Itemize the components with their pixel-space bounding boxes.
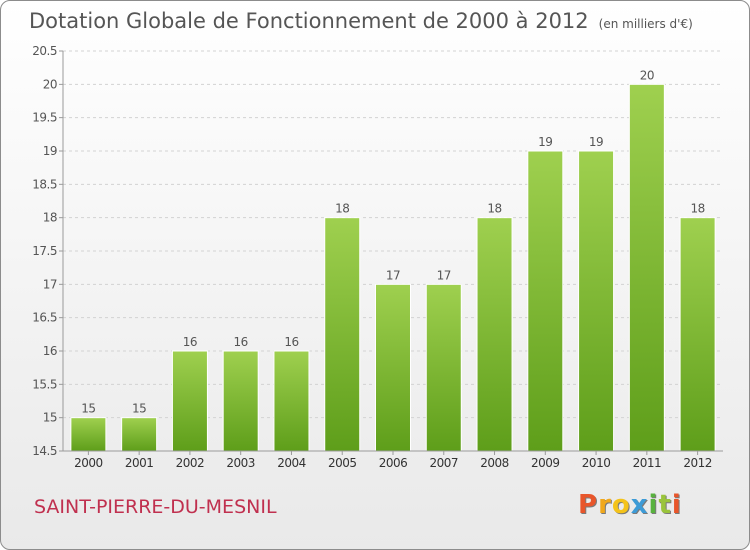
x-tick-label: 2011 xyxy=(633,456,662,470)
bar xyxy=(171,350,208,452)
x-tick-label: 2010 xyxy=(582,456,611,470)
data-label: 18 xyxy=(690,202,704,216)
axes: 14.5 15 15.5 16 16.5 17 17.5 18 18.5 19 19.5 20 20.5… xyxy=(32,44,723,470)
x-tick-label: 2008 xyxy=(480,456,509,470)
commune-name: SAINT-PIERRE-DU-MESNIL xyxy=(34,496,277,518)
title-text: Dotation Globale de Fonctionnement de 20… xyxy=(29,9,589,33)
y-tick-label: 19.5 xyxy=(32,111,57,125)
data-label: 20 xyxy=(640,68,654,82)
data-label: 19 xyxy=(589,135,603,149)
y-tick-label: 17 xyxy=(43,277,57,291)
bar xyxy=(425,283,462,452)
data-label: 18 xyxy=(487,202,501,216)
data-label: 16 xyxy=(183,335,197,349)
logo-letter: i xyxy=(671,490,682,520)
bar xyxy=(324,217,361,452)
y-tick-label: 20.5 xyxy=(32,44,57,58)
logo-letter: i xyxy=(648,490,659,520)
logo-letter: o xyxy=(611,490,631,520)
bar xyxy=(476,217,513,452)
y-tick-label: 18.5 xyxy=(32,177,57,191)
logo-letter: r xyxy=(598,490,612,520)
data-label: 17 xyxy=(386,268,400,282)
bars: 15 15 16 16 16 18 17 17 18 19 19 20 18 xyxy=(70,68,716,452)
logo-letter: t xyxy=(658,490,672,520)
y-tick-label: 16.5 xyxy=(32,311,57,325)
logo-letter: P xyxy=(578,490,599,520)
data-label: 17 xyxy=(437,268,451,282)
bar xyxy=(70,417,107,452)
y-tick-label: 15 xyxy=(43,411,57,425)
x-tick-label: 2009 xyxy=(531,456,560,470)
bar xyxy=(679,217,716,452)
bar xyxy=(527,150,564,452)
y-tick-label: 17.5 xyxy=(32,244,57,258)
data-label: 19 xyxy=(538,135,552,149)
chart-title: Dotation Globale de Fonctionnement de 20… xyxy=(29,9,693,33)
x-tick-label: 2006 xyxy=(379,456,408,470)
y-tick-label: 14.5 xyxy=(32,444,57,458)
y-tick-label: 15.5 xyxy=(32,377,57,391)
bar xyxy=(578,150,615,452)
x-tick-label: 2005 xyxy=(328,456,357,470)
logo-letter: x xyxy=(630,490,649,520)
x-tick-label: 2002 xyxy=(176,456,205,470)
y-tick-label: 18 xyxy=(43,211,57,225)
x-tick-label: 2007 xyxy=(429,456,458,470)
bar xyxy=(273,350,310,452)
y-tick-label: 16 xyxy=(43,344,57,358)
data-label: 15 xyxy=(132,402,146,416)
bar xyxy=(121,417,158,452)
x-tick-label: 2000 xyxy=(74,456,103,470)
data-label: 18 xyxy=(335,202,349,216)
data-label: 16 xyxy=(234,335,248,349)
bar xyxy=(375,283,411,452)
bar xyxy=(222,350,259,452)
y-tick-label: 20 xyxy=(43,77,57,91)
proxiti-logo: Proxiti xyxy=(578,490,682,520)
x-tick-label: 2001 xyxy=(125,456,154,470)
bar xyxy=(628,83,665,452)
data-label: 16 xyxy=(284,335,298,349)
unit-label: (en milliers d'€) xyxy=(598,17,693,31)
x-tick-label: 2012 xyxy=(683,456,712,470)
x-tick-label: 2003 xyxy=(226,456,255,470)
data-label: 15 xyxy=(81,402,95,416)
x-tick-label: 2004 xyxy=(277,456,306,470)
y-tick-label: 19 xyxy=(43,144,57,158)
